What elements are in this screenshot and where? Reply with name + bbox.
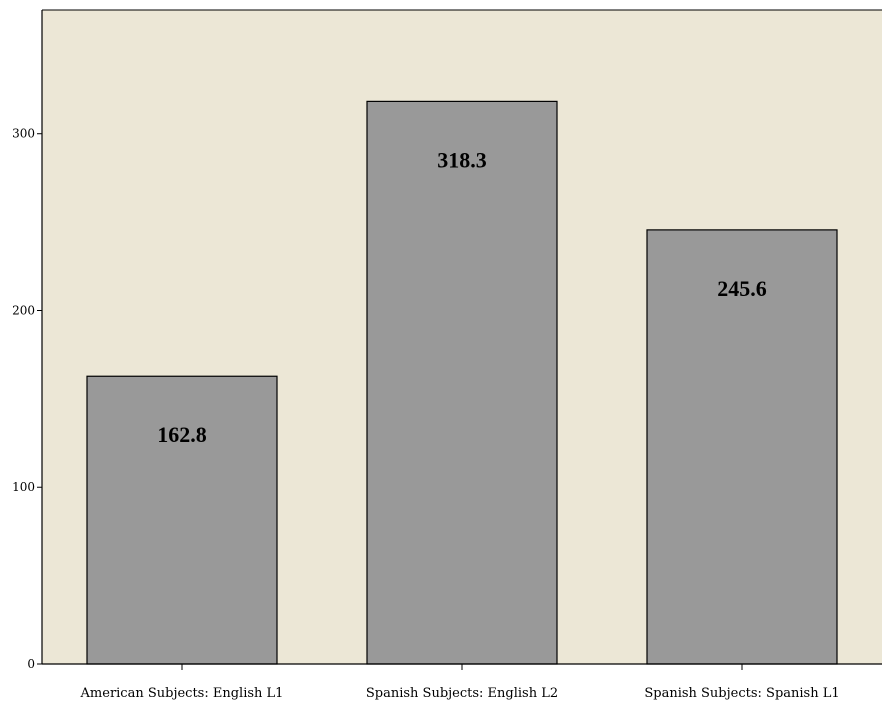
y-tick-label: 300 — [12, 127, 35, 141]
data-label: 245.6 — [717, 276, 767, 301]
x-axis-ticks: American Subjects: English L1 Spanish Sub… — [80, 664, 840, 701]
y-axis-ticks: 0 100 200 300 — [12, 127, 42, 671]
bars: 162.8 318.3 245.6 — [86, 100, 838, 665]
x-tick-label: Spanish Subjects: English L2 — [366, 686, 558, 701]
y-tick-label: 100 — [12, 480, 35, 494]
data-label: 318.3 — [437, 147, 487, 172]
bar — [366, 100, 558, 665]
x-tick-label: American Subjects: English L1 — [80, 686, 284, 701]
y-tick-label: 0 — [27, 657, 35, 671]
y-tick-label: 200 — [12, 303, 35, 317]
data-label: 162.8 — [157, 422, 207, 447]
bar — [86, 375, 278, 665]
x-tick-label: Spanish Subjects: Spanish L1 — [644, 686, 839, 701]
